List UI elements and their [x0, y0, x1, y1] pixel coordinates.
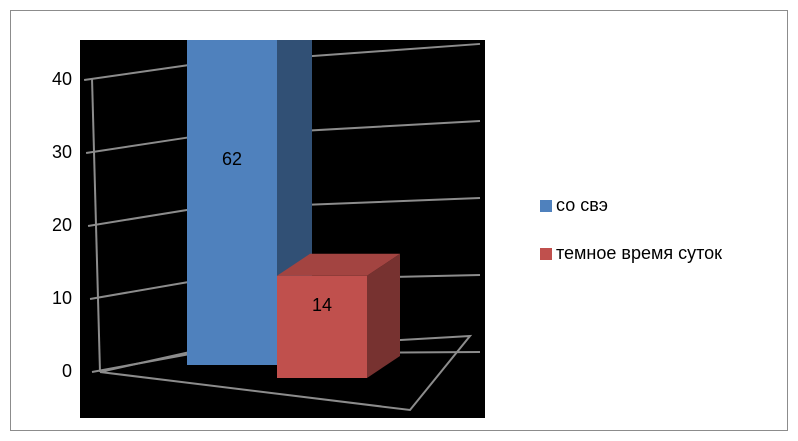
- value-label: 62: [222, 149, 242, 169]
- y-tick-label: 30: [52, 142, 72, 162]
- bar: [187, 40, 277, 366]
- y-tick-label: 0: [62, 361, 72, 381]
- y-tick-label: 40: [52, 69, 72, 89]
- bar: [277, 275, 367, 378]
- legend-label: со свэ: [556, 195, 608, 215]
- legend-swatch: [540, 200, 552, 212]
- bar-top: [277, 253, 400, 276]
- y-tick-label: 20: [52, 215, 72, 235]
- y-tick-label: 10: [52, 288, 72, 308]
- legend-label: темное время суток: [556, 243, 722, 263]
- bar-side: [367, 253, 400, 378]
- value-label: 14: [312, 295, 332, 315]
- legend-swatch: [540, 248, 552, 260]
